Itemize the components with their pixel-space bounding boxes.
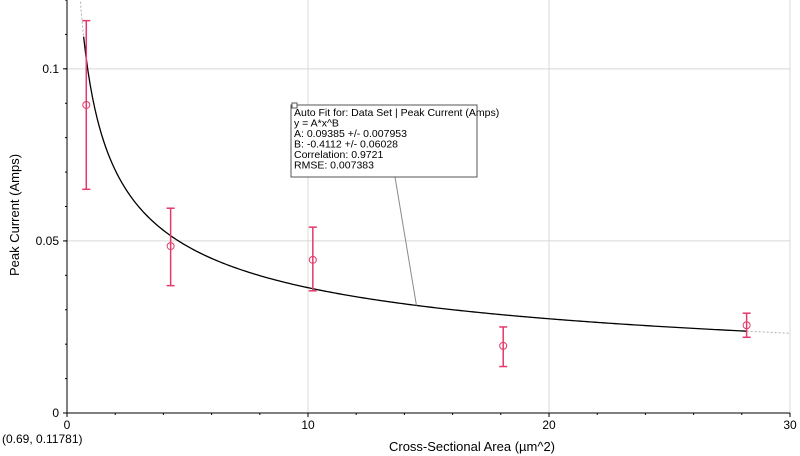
point-marker <box>82 100 91 109</box>
data-point[interactable] <box>166 207 175 287</box>
fit-info-line: y = A*x^B <box>294 118 339 130</box>
fit-info-line: RMSE: 0.007383 <box>294 160 374 172</box>
y-tick-label: 0.05 <box>36 234 60 248</box>
axes <box>63 0 791 417</box>
data-point[interactable] <box>742 312 751 339</box>
point-marker <box>308 255 317 264</box>
y-tick-label: 0.1 <box>42 62 59 76</box>
point-marker <box>742 321 751 330</box>
fit-info-line: B: -0.4112 +/- 0.06028 <box>294 139 398 151</box>
grid-lines <box>67 0 791 413</box>
x-axis-title: Cross-Sectional Area (µm^2) <box>389 439 555 454</box>
fit-info-line: Correlation: 0.9721 <box>294 149 383 161</box>
x-tick-label: 20 <box>542 418 556 432</box>
fit-info-line: Auto Fit for: Data Set | Peak Current (A… <box>294 107 499 119</box>
x-tick-label: 30 <box>783 418 797 432</box>
fit-info-line: A: 0.09385 +/- 0.007953 <box>294 128 407 140</box>
data-point[interactable] <box>82 19 91 191</box>
x-tick-label: 10 <box>301 418 315 432</box>
plot-area[interactable] <box>67 0 790 413</box>
fit-info-box-handle[interactable] <box>291 102 298 109</box>
cursor-coordinate-readout: (0.69, 0.11781) <box>2 432 83 446</box>
y-tick-label: 0 <box>52 406 59 420</box>
data-points <box>82 19 751 368</box>
data-point[interactable] <box>308 226 317 292</box>
fit-info-box-frame <box>290 104 478 178</box>
fit-curve <box>82 36 747 332</box>
tick-labels: 0 10 20 30 0 0.05 0.1 <box>36 62 797 432</box>
fit-curve-extension <box>79 0 791 334</box>
point-marker <box>166 242 175 251</box>
data-point[interactable] <box>499 326 508 368</box>
fit-info-box-text: Auto Fit for: Data Set | Peak Current (A… <box>294 107 499 172</box>
y-axis-title: Peak Current (Amps) <box>7 154 22 276</box>
x-tick-label: 0 <box>64 418 71 432</box>
fit-info-box[interactable]: Auto Fit for: Data Set | Peak Current (A… <box>290 102 499 178</box>
fit-callout-line <box>394 176 417 306</box>
point-marker <box>499 341 508 350</box>
